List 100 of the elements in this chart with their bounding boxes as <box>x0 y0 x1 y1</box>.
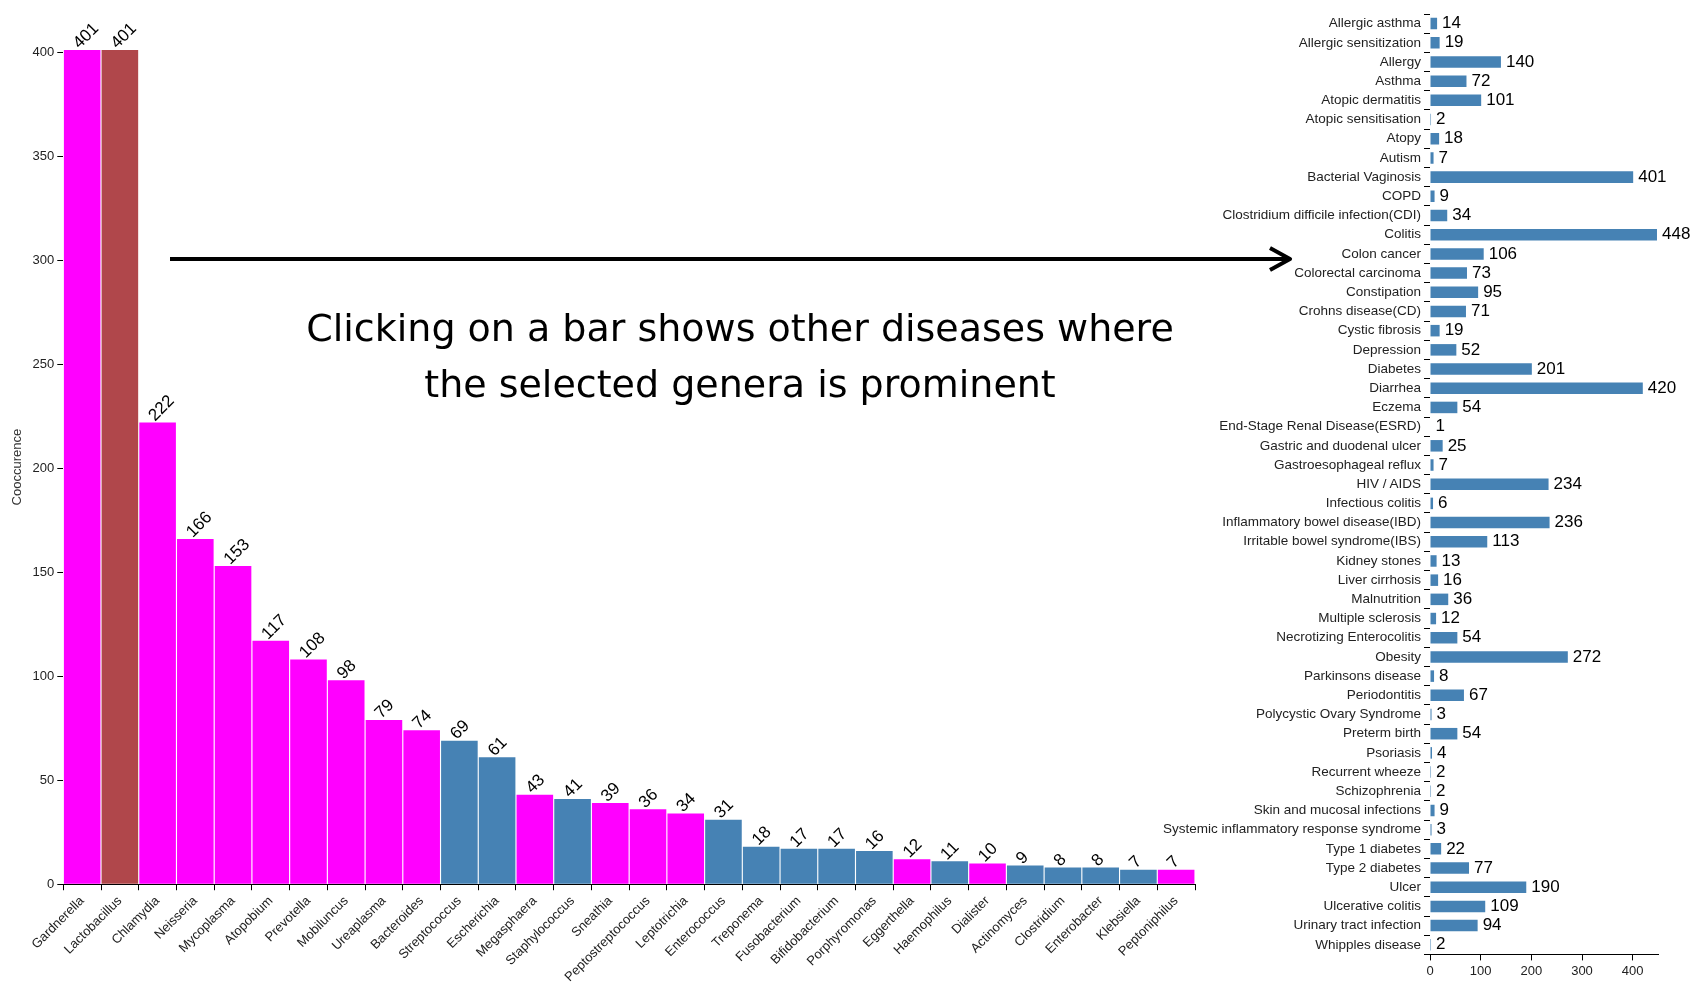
bar <box>1430 631 1458 644</box>
y-tick-label: Eczema <box>1372 399 1422 415</box>
data-label: 54 <box>1462 397 1482 417</box>
data-label: 9 <box>1439 800 1450 820</box>
y-tick-label: Periodontitis <box>1346 687 1422 703</box>
bar <box>1430 459 1434 471</box>
bar <box>1430 56 1501 68</box>
y-tick-label: 100 <box>32 667 55 683</box>
y-tick-label: Atopic dermatitis <box>1321 92 1422 108</box>
x-tick-label: 200 <box>1520 962 1543 978</box>
data-label: 25 <box>1447 435 1467 455</box>
data-label: 7 <box>1438 147 1449 167</box>
y-tick-label: Allergic asthma <box>1328 15 1422 31</box>
y-tick-label: Colorectal carcinoma <box>1294 264 1422 280</box>
y-tick-label: Inflammatory bowel disease(IBD) <box>1222 514 1421 530</box>
data-label: 19 <box>1444 32 1464 52</box>
data-label: 2 <box>1436 780 1446 800</box>
bar <box>1430 536 1488 548</box>
data-label: 201 <box>1536 358 1566 378</box>
y-tick-label: Recurrent wheeze <box>1311 763 1421 779</box>
data-label: 1 <box>1435 416 1445 436</box>
data-label: 234 <box>1553 473 1582 493</box>
y-tick-label: Asthma <box>1375 72 1422 88</box>
data-label: 401 <box>106 18 141 53</box>
bar <box>1430 727 1458 740</box>
bar <box>1430 324 1440 337</box>
y-tick-label: HIV / AIDS <box>1356 475 1421 491</box>
data-label: 67 <box>1468 685 1488 704</box>
y-tick-label: Liver cirrhosis <box>1337 571 1422 587</box>
y-tick-label: Psoriasis <box>1366 744 1422 760</box>
y-tick-label: 50 <box>39 771 55 787</box>
y-tick-label: 150 <box>32 563 55 579</box>
bar <box>1430 478 1549 490</box>
y-tick-label: Irritable bowel syndrome(IBS) <box>1243 533 1421 549</box>
y-tick-label: Atopy <box>1386 130 1422 146</box>
data-label: 2 <box>1436 761 1446 781</box>
y-tick-label: Autism <box>1379 149 1421 165</box>
data-label: 22 <box>1446 838 1466 858</box>
bar <box>1430 305 1466 318</box>
y-tick-label: Colon cancer <box>1341 245 1422 261</box>
bar <box>1430 593 1449 606</box>
bar <box>1430 75 1467 87</box>
y-tick-label: Preterm birth <box>1342 725 1421 741</box>
data-label: 7 <box>1162 851 1183 872</box>
annotation: Clicking on a bar shows other diseases where the selected genera is prominent <box>305 305 1175 408</box>
y-tick-label: COPD <box>1381 188 1422 204</box>
data-label: 9 <box>1011 847 1033 868</box>
data-label: 14 <box>1442 13 1462 33</box>
y-tick-label: Skin and mucosal infections <box>1253 802 1422 818</box>
y-tick-label: Systemic inflammatory response syndrome <box>1162 821 1421 837</box>
data-label: 2 <box>1436 109 1446 129</box>
data-label: 31 <box>710 795 737 822</box>
y-tick-label: Urinary tract infection <box>1293 917 1421 933</box>
bar <box>1430 862 1470 874</box>
data-label: 101 <box>1486 90 1515 110</box>
bar <box>1430 689 1464 702</box>
data-label: 43 <box>521 770 549 797</box>
bar <box>1430 843 1442 855</box>
y-tick-label: Polycystic Ovary Syndrome <box>1255 706 1421 722</box>
y-tick-label: Cystic fibrosis <box>1337 322 1422 338</box>
bar <box>1430 171 1634 183</box>
y-tick-label: 300 <box>32 251 55 267</box>
bar <box>1430 248 1484 260</box>
y-tick-label: Constipation <box>1345 284 1421 299</box>
data-label: 98 <box>332 655 360 683</box>
data-label: 117 <box>257 610 291 643</box>
data-label: 18 <box>1444 128 1464 148</box>
data-label: 113 <box>1492 531 1520 551</box>
data-label: 9 <box>1439 186 1450 206</box>
bar <box>1430 382 1643 394</box>
y-tick-label: 250 <box>32 355 55 371</box>
bar <box>1430 37 1440 49</box>
data-label: 140 <box>1505 51 1535 71</box>
y-tick-label: Allergy <box>1379 53 1422 69</box>
data-label: 36 <box>634 784 662 812</box>
bar <box>1430 209 1448 222</box>
data-label: 272 <box>1572 646 1602 666</box>
bar <box>1430 651 1568 663</box>
bar <box>554 798 591 884</box>
bar <box>1430 94 1482 107</box>
data-label: 69 <box>446 716 473 743</box>
y-tick-label: Bacterial Vaginosis <box>1307 168 1422 184</box>
y-tick-label: Infectious colitis <box>1325 495 1422 511</box>
data-label: 73 <box>1471 262 1491 282</box>
data-label: 401 <box>1638 166 1667 186</box>
data-label: 3 <box>1436 704 1446 724</box>
data-label: 19 <box>1444 320 1464 340</box>
bar <box>1430 267 1467 279</box>
data-label: 153 <box>219 534 254 569</box>
x-tick-label: 400 <box>1621 962 1644 978</box>
bar <box>893 859 931 884</box>
x-tick-label: 100 <box>1469 962 1492 978</box>
bar <box>1430 152 1434 164</box>
bar <box>1430 344 1457 356</box>
y-tick-label: 200 <box>32 459 55 475</box>
data-label: 2 <box>1436 934 1446 954</box>
data-label: 52 <box>1461 339 1481 359</box>
data-label: 12 <box>1441 608 1460 628</box>
data-label: 7 <box>1125 851 1146 872</box>
bar <box>1430 440 1443 452</box>
